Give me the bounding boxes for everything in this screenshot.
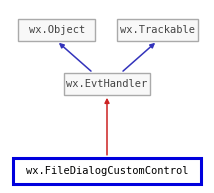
FancyBboxPatch shape: [64, 73, 150, 95]
FancyBboxPatch shape: [13, 158, 201, 184]
FancyBboxPatch shape: [18, 19, 95, 41]
Text: wx.FileDialogCustomControl: wx.FileDialogCustomControl: [26, 166, 188, 176]
Text: wx.EvtHandler: wx.EvtHandler: [66, 79, 148, 89]
Text: wx.Trackable: wx.Trackable: [120, 25, 195, 35]
Text: wx.Object: wx.Object: [29, 25, 85, 35]
FancyBboxPatch shape: [117, 19, 198, 41]
